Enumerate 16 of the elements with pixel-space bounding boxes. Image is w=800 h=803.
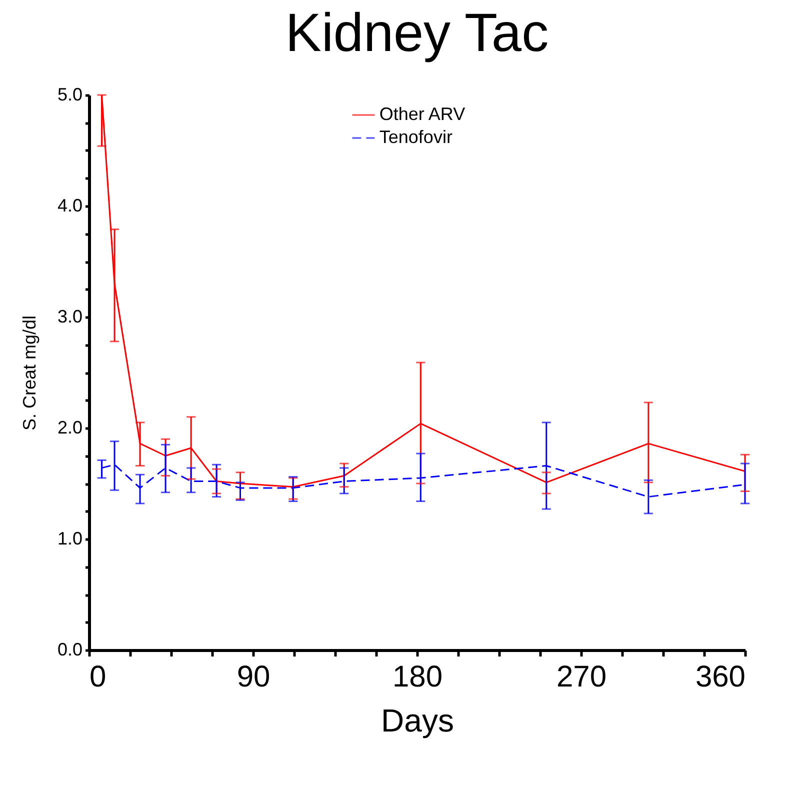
legend-label: Other ARV (379, 104, 466, 124)
chart-title: Kidney Tac (285, 3, 549, 63)
x-axis-title: Days (381, 702, 454, 738)
legend-label: Tenofovir (379, 127, 452, 147)
y-axis-title: S. Creat mg/dl (19, 315, 40, 431)
y-tick-label: 3.0 (57, 306, 82, 326)
y-tick-label: 2.0 (57, 418, 82, 438)
y-tick-label: 5.0 (57, 84, 82, 104)
y-tick-label: 4.0 (57, 196, 82, 216)
y-tick-label: 0.0 (57, 640, 82, 660)
x-tick-label: 270 (556, 660, 607, 694)
x-tick-label: 360 (695, 660, 746, 694)
x-tick-label: 90 (236, 660, 270, 694)
x-tick-label: 0 (90, 660, 106, 694)
x-tick-label: 180 (392, 660, 443, 694)
y-tick-label: 1.0 (57, 528, 82, 548)
